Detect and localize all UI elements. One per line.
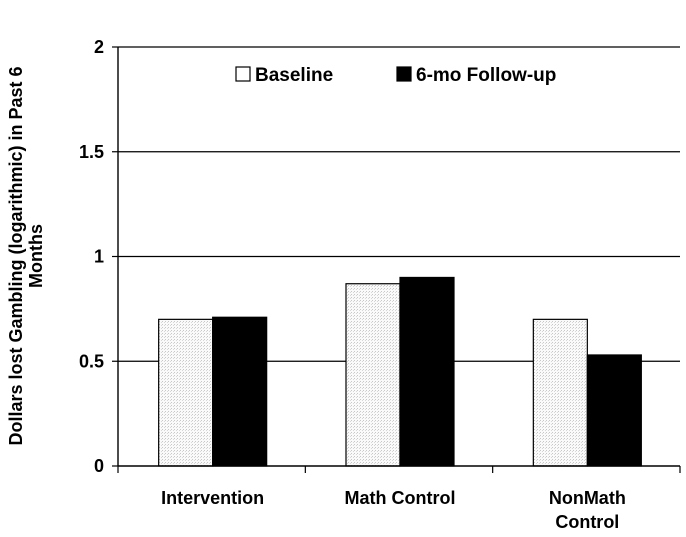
bar-baseline — [532, 318, 588, 467]
y-axis-ticks: 0 0.5 1 1.5 2 — [79, 37, 118, 476]
legend-swatch-follow-up — [396, 66, 412, 82]
bars — [158, 276, 642, 467]
x-category-label: Math Control — [345, 488, 456, 508]
y-tick-label: 1 — [94, 247, 104, 267]
axes — [117, 47, 681, 473]
y-axis-label-line-1: Dollars lost Gambling (logarithmic) in P… — [6, 66, 26, 445]
x-axis-category-labels: Intervention Math Control NonMath Control — [161, 488, 626, 532]
x-category-label: NonMath — [549, 488, 626, 508]
legend: Baseline 6-mo Follow-up — [235, 65, 556, 86]
y-tick-label: 0.5 — [79, 351, 104, 371]
legend-label-baseline: Baseline — [255, 65, 333, 86]
bar-follow-up — [212, 316, 268, 467]
bar-follow-up — [586, 354, 642, 467]
y-tick-label: 0 — [94, 456, 104, 476]
y-tick-label: 1.5 — [79, 142, 104, 162]
bar-baseline — [345, 283, 401, 467]
y-axis-label: Dollars lost Gambling (logarithmic) in P… — [6, 66, 46, 445]
bar-baseline — [158, 318, 214, 467]
x-category-label: Intervention — [161, 488, 264, 508]
y-tick-label: 2 — [94, 37, 104, 57]
bar-follow-up — [399, 276, 455, 467]
x-category-label: Control — [555, 512, 619, 532]
y-axis-label-line-2: Months — [26, 224, 46, 288]
legend-label-follow-up: 6-mo Follow-up — [416, 65, 556, 86]
legend-swatch-baseline — [235, 66, 251, 82]
